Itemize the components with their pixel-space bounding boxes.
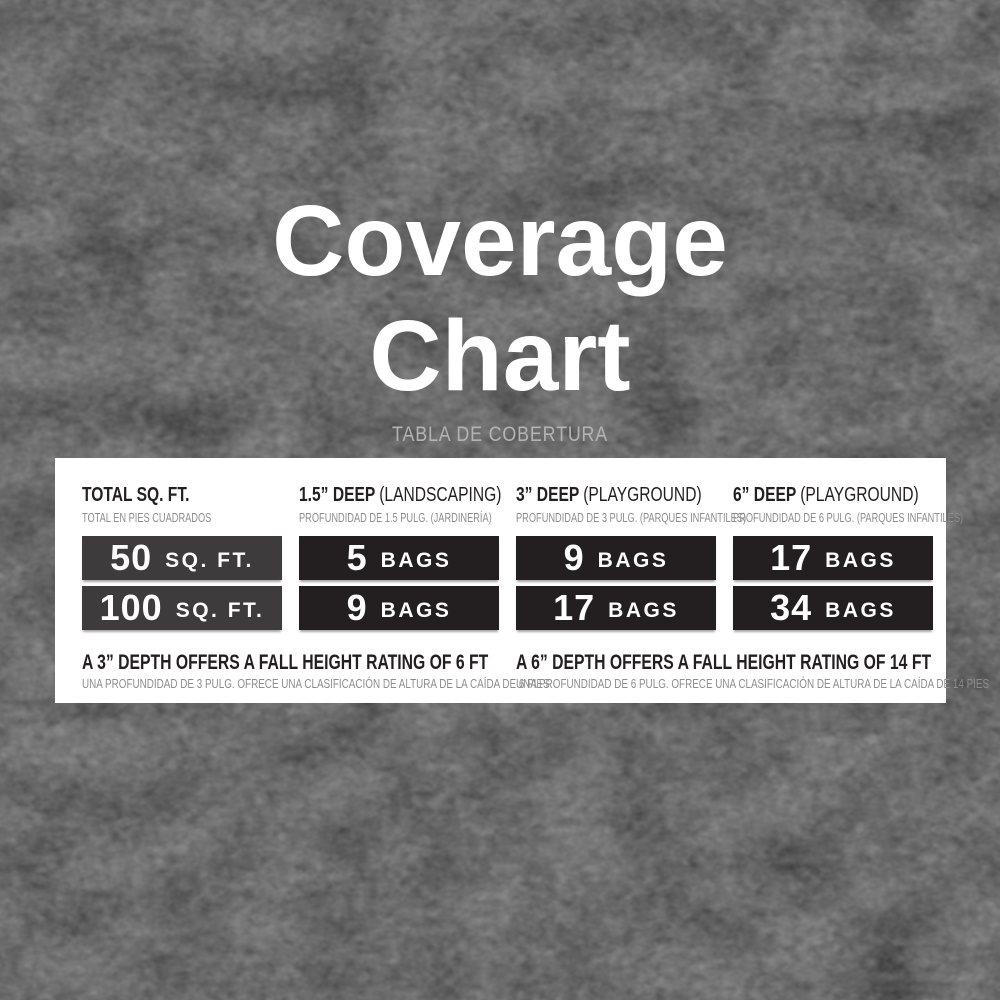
cell-value: 9 bbox=[563, 537, 585, 578]
column-header-1-5in-deep: 1.5” DEEP (LANDSCAPING) PROFUNDIDAD DE 1.… bbox=[299, 483, 502, 536]
cell-bags-3in-row1: 9 BAGS bbox=[516, 536, 716, 580]
column-header-note: (PLAYGROUND) bbox=[583, 484, 702, 506]
footnote-heading: A 3” DEPTH OFFERS A FALL HEIGHT RATING O… bbox=[82, 651, 489, 674]
cell-unit: BAGS bbox=[597, 548, 669, 572]
cell-bags-3in-row2: 17 BAGS bbox=[516, 586, 716, 630]
cell-sqft-50: 50 SQ. FT. bbox=[82, 536, 282, 580]
column-subheader: PROFUNDIDAD DE 3 PULG. (PARQUES INFANTIL… bbox=[516, 511, 747, 525]
cell-unit: SQ. FT. bbox=[165, 548, 254, 572]
page-title-line1: Coverage bbox=[272, 185, 728, 297]
footnote-3in-fall-height: A 3” DEPTH OFFERS A FALL HEIGHT RATING O… bbox=[82, 651, 550, 692]
cell-sqft-100: 100 SQ. FT. bbox=[82, 586, 282, 630]
cell-value: 100 bbox=[99, 587, 163, 628]
cell-value: 17 bbox=[553, 587, 596, 628]
column-header-6in-deep: 6” DEEP (PLAYGROUND) PROFUNDIDAD DE 6 PUL… bbox=[733, 483, 963, 536]
cell-unit: BAGS bbox=[380, 598, 452, 622]
cell-bags-1-5in-row2: 9 BAGS bbox=[299, 586, 499, 630]
cell-unit: BAGS bbox=[825, 548, 896, 572]
cell-bags-6in-row2: 34 BAGS bbox=[733, 586, 933, 630]
cell-unit: BAGS bbox=[825, 598, 896, 622]
cell-unit: BAGS bbox=[380, 548, 452, 572]
cell-value: 9 bbox=[346, 587, 368, 628]
coverage-table-panel: TOTAL SQ. FT. TOTAL EN PIES CUADRADOS 1.… bbox=[55, 458, 989, 703]
cell-value: 5 bbox=[346, 537, 368, 578]
cell-bags-6in-row1: 17 BAGS bbox=[733, 536, 933, 580]
column-header-title: 6” DEEP bbox=[733, 484, 797, 506]
column-header-title: 1.5” DEEP bbox=[299, 484, 376, 506]
column-subheader: PROFUNDIDAD DE 1.5 PULG. (JARDINERÍA) bbox=[299, 511, 492, 525]
column-header-note: (PLAYGROUND) bbox=[800, 484, 919, 506]
column-header-title: TOTAL SQ. FT. bbox=[82, 484, 190, 506]
page-title-line2: Chart bbox=[369, 300, 631, 412]
cell-bags-1-5in-row1: 5 BAGS bbox=[299, 536, 499, 580]
footnote-subheading: UNA PROFUNDIDAD DE 6 PULG. OFRECE UNA CL… bbox=[516, 676, 990, 691]
column-header-note: (LANDSCAPING) bbox=[379, 484, 502, 506]
page-subtitle-spanish: TABLA DE COBERTURA bbox=[391, 423, 609, 446]
footnote-6in-fall-height: A 6” DEPTH OFFERS A FALL HEIGHT RATING O… bbox=[516, 651, 989, 692]
cell-value: 34 bbox=[770, 587, 813, 628]
column-subheader: PROFUNDIDAD DE 6 PULG. (PARQUES INFANTIL… bbox=[733, 511, 964, 525]
title-block: Coverage Chart TABLA DE COBERTURA bbox=[0, 184, 1000, 447]
cell-value: 50 bbox=[110, 537, 153, 578]
column-header-title: 3” DEEP bbox=[516, 484, 580, 506]
cell-unit: BAGS bbox=[608, 598, 679, 622]
column-subheader: TOTAL EN PIES CUADRADOS bbox=[82, 511, 212, 525]
footnote-heading: A 6” DEPTH OFFERS A FALL HEIGHT RATING O… bbox=[516, 651, 932, 674]
cell-value: 17 bbox=[770, 537, 813, 578]
footnote-subheading: UNA PROFUNDIDAD DE 3 PULG. OFRECE UNA CL… bbox=[82, 676, 550, 691]
cell-unit: SQ. FT. bbox=[175, 598, 265, 622]
column-header-total-sqft: TOTAL SQ. FT. TOTAL EN PIES CUADRADOS bbox=[82, 483, 282, 536]
column-header-3in-deep: 3” DEEP (PLAYGROUND) PROFUNDIDAD DE 3 PUL… bbox=[516, 483, 746, 536]
coverage-grid: TOTAL SQ. FT. TOTAL EN PIES CUADRADOS 1.… bbox=[82, 483, 989, 692]
